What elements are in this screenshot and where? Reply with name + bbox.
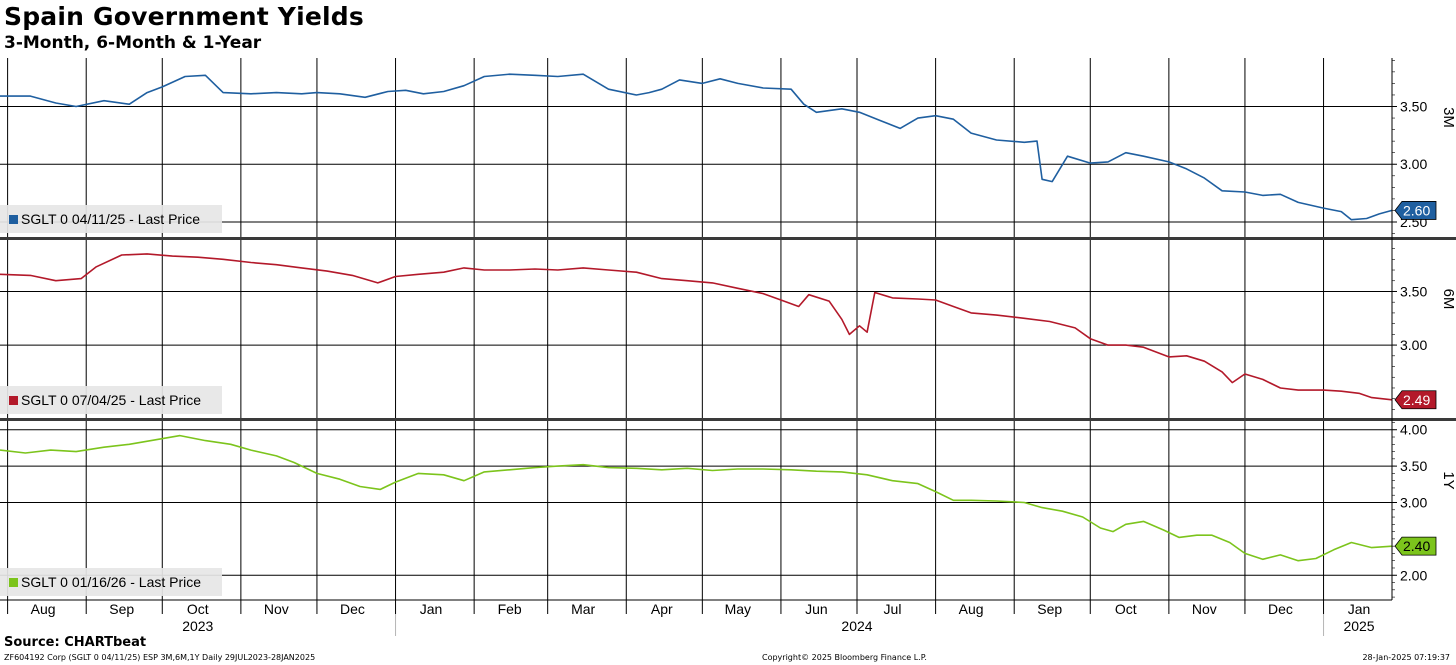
panel-1y-axis-title: 1Y	[1440, 471, 1456, 489]
panel-1y-ytick-label: 3.00	[1400, 494, 1427, 510]
panel-3m-series-line	[0, 73, 1393, 221]
x-tick-label: Mar	[571, 601, 595, 617]
x-tick-label: Jan	[420, 601, 443, 617]
panel-1y-ytick-label: 3.50	[1400, 458, 1427, 474]
panel-3m-legend-label: SGLT 0 04/11/25 - Last Price	[21, 211, 200, 227]
panel-3m-legend-box	[0, 205, 222, 233]
x-year-label: 2024	[841, 618, 872, 634]
x-tick-label: Jul	[884, 601, 902, 617]
panel-3m-ytick-label: 3.00	[1400, 156, 1427, 172]
chart-title: Spain Government Yields	[4, 2, 364, 31]
x-tick-label: Apr	[651, 601, 673, 617]
panel-6m-ytick-label: 3.00	[1400, 337, 1427, 353]
footer-timestamp: 28-Jan-2025 07:19:37	[1362, 653, 1450, 662]
panel-3m-last-value-badge	[1394, 201, 1437, 220]
panel-6m-last-value-badge	[1394, 390, 1437, 410]
panel-6m-axis-title: 6M	[1440, 289, 1456, 310]
series-layer	[0, 73, 1393, 562]
x-tick-label: Oct	[1115, 601, 1137, 617]
grid-layer	[0, 58, 1392, 600]
x-tick-label: May	[725, 601, 751, 617]
x-tick-label: Aug	[959, 601, 984, 617]
x-tick-label: Nov	[264, 601, 289, 617]
panel-1y-legend-swatch	[9, 578, 18, 587]
panel-6m-separator	[0, 418, 1456, 421]
source-label: Source: CHARTbeat	[4, 635, 147, 650]
x-tick-label: Sep	[109, 601, 134, 617]
x-tick-label: Nov	[1192, 601, 1217, 617]
panel-3m-separator	[0, 237, 1456, 240]
panel-6m-legend-box	[0, 386, 222, 414]
panel-1y-legend-box	[0, 568, 222, 596]
panel-3m-last-value-label: 2.60	[1403, 202, 1430, 218]
panel-1y-ytick-label: 4.00	[1400, 422, 1427, 438]
panel-6m-last-value-label: 2.49	[1403, 392, 1430, 408]
panel-1y-series-line	[0, 434, 1393, 562]
footer-ticker-info: ZF604192 Corp (SGLT 0 04/11/25) ESP 3M,6…	[4, 653, 316, 662]
panel-1y-ytick-label: 2.00	[1400, 567, 1427, 583]
panel-3m-ytick-label: 3.50	[1400, 99, 1427, 115]
panel-3m-axis-title: 3M	[1440, 107, 1456, 128]
x-tick-label: Oct	[187, 601, 209, 617]
panel-1y-last-value-label: 2.40	[1403, 538, 1430, 554]
x-tick-label: Jun	[805, 601, 828, 617]
x-tick-label: Dec	[340, 601, 365, 617]
x-tick-label: Sep	[1037, 601, 1062, 617]
panel-6m-ytick-label: 3.50	[1400, 283, 1427, 299]
footer-copyright: Copyright© 2025 Bloomberg Finance L.P.	[762, 653, 927, 662]
panel-6m-legend-swatch	[9, 396, 18, 405]
panel-1y-last-value-badge	[1394, 536, 1437, 556]
panel-6m-series-line	[0, 253, 1393, 401]
x-year-label: 2025	[1343, 618, 1374, 634]
x-tick-label: Dec	[1268, 601, 1293, 617]
x-tick-label: Aug	[31, 601, 56, 617]
x-year-label: 2023	[182, 618, 213, 634]
chart-subtitle: 3-Month, 6-Month & 1-Year	[4, 33, 262, 53]
panel-1y-legend-label: SGLT 0 01/16/26 - Last Price	[21, 574, 201, 590]
x-tick-label: Feb	[498, 601, 522, 617]
x-tick-label: Jan	[1348, 601, 1371, 617]
panel-3m-legend-swatch	[9, 215, 18, 224]
panel-6m-legend-label: SGLT 0 07/04/25 - Last Price	[21, 392, 201, 408]
